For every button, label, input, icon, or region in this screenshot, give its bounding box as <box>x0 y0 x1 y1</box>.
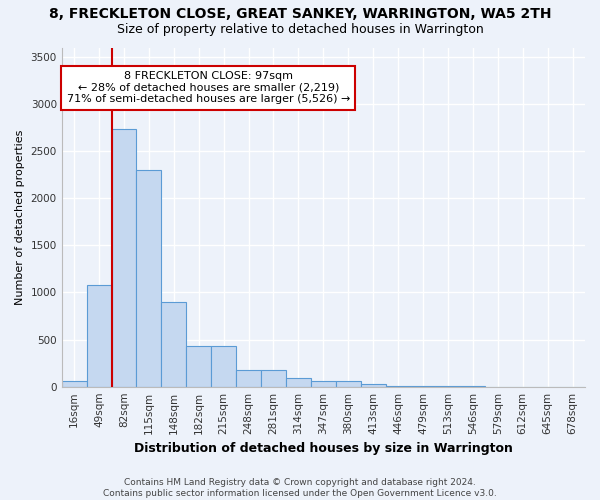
Bar <box>336 382 361 386</box>
Bar <box>211 346 236 387</box>
Bar <box>236 370 261 386</box>
Bar <box>86 285 112 386</box>
Bar <box>286 378 311 386</box>
Text: Contains HM Land Registry data © Crown copyright and database right 2024.
Contai: Contains HM Land Registry data © Crown c… <box>103 478 497 498</box>
Y-axis label: Number of detached properties: Number of detached properties <box>15 130 25 305</box>
X-axis label: Distribution of detached houses by size in Warrington: Distribution of detached houses by size … <box>134 442 513 455</box>
Text: 8, FRECKLETON CLOSE, GREAT SANKEY, WARRINGTON, WA5 2TH: 8, FRECKLETON CLOSE, GREAT SANKEY, WARRI… <box>49 8 551 22</box>
Bar <box>361 384 386 386</box>
Bar <box>62 382 86 386</box>
Bar <box>136 170 161 386</box>
Bar <box>161 302 186 386</box>
Text: 8 FRECKLETON CLOSE: 97sqm
← 28% of detached houses are smaller (2,219)
71% of se: 8 FRECKLETON CLOSE: 97sqm ← 28% of detac… <box>67 71 350 104</box>
Bar <box>112 130 136 386</box>
Bar <box>186 346 211 387</box>
Text: Size of property relative to detached houses in Warrington: Size of property relative to detached ho… <box>116 22 484 36</box>
Bar <box>261 370 286 386</box>
Bar <box>311 382 336 386</box>
